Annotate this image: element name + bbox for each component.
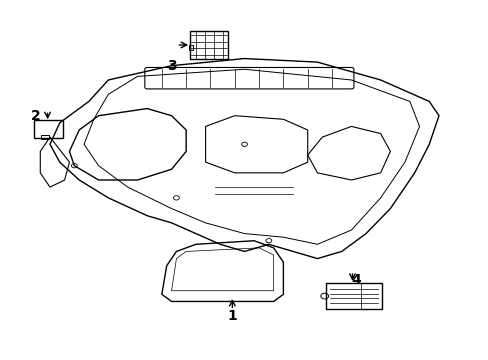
Text: 1: 1 bbox=[227, 309, 237, 323]
Text: 3: 3 bbox=[166, 59, 176, 73]
Text: 4: 4 bbox=[351, 273, 361, 287]
Text: 2: 2 bbox=[30, 109, 40, 123]
